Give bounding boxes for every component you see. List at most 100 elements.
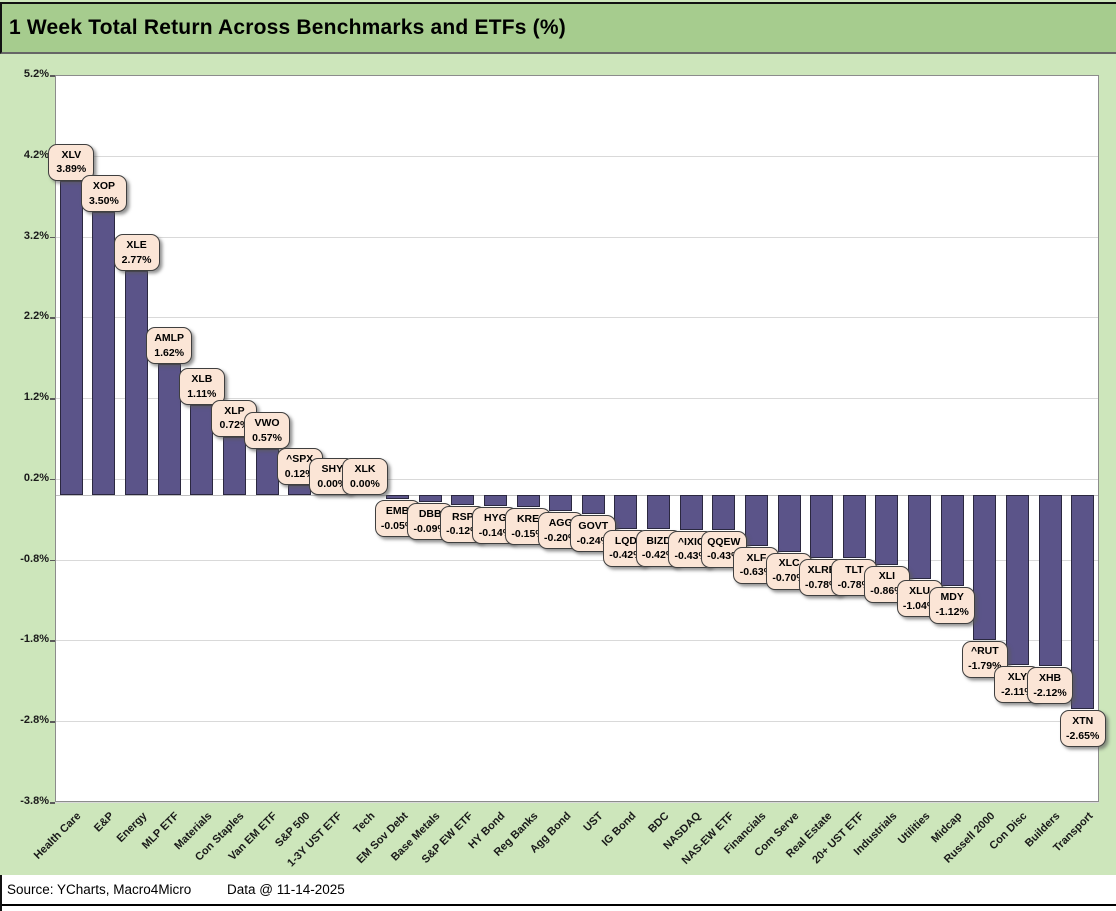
bar: [418, 495, 442, 503]
data-label-ticker: SHY: [321, 462, 344, 475]
data-label-ticker: XHB: [1038, 672, 1062, 685]
y-axis-tick-mark: [50, 317, 55, 319]
bar: [59, 180, 83, 496]
y-axis-tick-label: 0.2%: [23, 471, 49, 484]
data-label-ticker: ^IXIC: [677, 535, 705, 548]
bar: [255, 449, 279, 496]
data-label-ticker: LQD: [614, 534, 638, 547]
bar: [1071, 495, 1095, 710]
gridline: [55, 398, 1099, 400]
data-label-value: -0.09%: [413, 522, 447, 535]
data-label-ticker: XLE: [126, 239, 147, 252]
bar: [386, 495, 410, 500]
data-label-ticker: AMLP: [154, 331, 185, 344]
gridline: [55, 721, 1099, 723]
data-label-ticker: BIZD: [646, 534, 671, 547]
bar: [483, 495, 507, 507]
data-label-callout: XLB 1.11%: [178, 368, 225, 406]
y-axis-tick-mark: [50, 398, 55, 400]
bar: [777, 495, 801, 552]
data-label-value: -0.78%: [805, 578, 839, 591]
data-label-callout: XOP 3.50%: [80, 175, 127, 213]
bar: [92, 212, 116, 496]
data-label-ticker: XLC: [778, 557, 800, 570]
data-label-ticker: XLK: [354, 462, 376, 475]
bar: [1038, 495, 1062, 667]
bar: [222, 436, 246, 496]
data-label-callout: ^RUT -1.79%: [961, 640, 1008, 678]
data-label-value: 1.11%: [187, 387, 217, 400]
bar: [940, 495, 964, 586]
data-label-ticker: XOP: [92, 180, 116, 193]
data-label-value: -0.12%: [446, 525, 480, 538]
footer: Source: YCharts, Macro4Micro Data @ 11-1…: [0, 875, 1116, 911]
bar: [125, 271, 149, 496]
data-label-ticker: QQEW: [707, 535, 741, 548]
chart-title: 1 Week Total Return Across Benchmarks an…: [9, 16, 566, 39]
bar: [908, 495, 932, 580]
y-axis-tick-label: 4.2%: [23, 148, 49, 161]
bar: [712, 495, 736, 530]
y-axis-tick-mark: [50, 75, 55, 77]
data-label-value: -0.42%: [641, 549, 676, 562]
data-label-value: 0.00%: [317, 477, 348, 490]
data-label-ticker: ^RUT: [970, 645, 999, 658]
data-label-ticker: TLT: [845, 563, 864, 576]
data-label-value: -0.20%: [544, 531, 578, 544]
data-label-ticker: KRE: [516, 512, 540, 525]
data-label-value: -0.15%: [511, 527, 545, 540]
y-axis-tick-mark: [50, 640, 55, 642]
data-label-value: 0.72%: [219, 419, 250, 432]
zero-baseline: [55, 495, 1099, 497]
data-label-ticker: GOVT: [578, 520, 609, 533]
y-axis-tick-mark: [50, 559, 55, 562]
data-label-ticker: ^SPX: [286, 453, 314, 466]
data-label-callout: XLK 0.00%: [341, 458, 388, 496]
bar: [190, 405, 214, 496]
gridline: [55, 640, 1099, 642]
chart-title-band: 1 Week Total Return Across Benchmarks an…: [0, 2, 1116, 54]
y-axis-tick-label: 1.2%: [23, 391, 49, 404]
data-label-ticker: XLRE: [807, 563, 836, 576]
data-label-value: -1.04%: [902, 599, 937, 612]
gridline: [55, 75, 1099, 76]
data-label-value: -1.79%: [968, 660, 1002, 673]
gridline: [55, 559, 1099, 561]
bar: [875, 495, 899, 565]
data-label-value: -0.70%: [772, 572, 806, 585]
data-label-value: 1.62%: [154, 346, 185, 359]
y-axis-tick-label: -1.8%: [20, 633, 49, 646]
y-axis-tick-label: 3.2%: [23, 229, 49, 242]
data-label-callout: XHB -2.12%: [1027, 667, 1074, 705]
data-label-value: -1.12%: [935, 606, 969, 618]
data-label-callout: AMLP 1.62%: [146, 327, 193, 365]
bar: [744, 495, 768, 546]
data-label-ticker: VWO: [254, 416, 280, 429]
data-label-callout: XLE 2.77%: [113, 234, 160, 272]
data-label-value: -0.43%: [674, 550, 708, 563]
bar: [1005, 495, 1029, 666]
data-label-value: 3.50%: [89, 194, 119, 207]
data-label-callout: VWO 0.57%: [244, 412, 291, 449]
gridline: [55, 317, 1099, 319]
y-axis-tick-mark: [50, 802, 55, 804]
data-label-value: -2.11%: [1001, 685, 1034, 698]
bar: [516, 495, 540, 508]
gridline: [55, 478, 1099, 480]
data-label-ticker: XLP: [224, 404, 245, 417]
data-date-text: Data @ 11-14-2025: [227, 882, 345, 897]
bar: [549, 495, 573, 512]
bar: [157, 364, 181, 496]
data-label-ticker: XLF: [746, 551, 767, 564]
data-label-ticker: XTN: [1072, 714, 1094, 727]
data-label-value: -2.12%: [1033, 686, 1067, 699]
data-label-value: -0.43%: [707, 550, 741, 563]
y-axis-tick-label: 2.2%: [23, 310, 49, 323]
data-label-ticker: MDY: [940, 591, 964, 604]
bar: [614, 495, 638, 529]
gridline: [55, 802, 1099, 803]
data-label-ticker: RSP: [452, 510, 474, 523]
gridline: [55, 155, 1099, 157]
data-label-ticker: XLB: [191, 373, 213, 386]
